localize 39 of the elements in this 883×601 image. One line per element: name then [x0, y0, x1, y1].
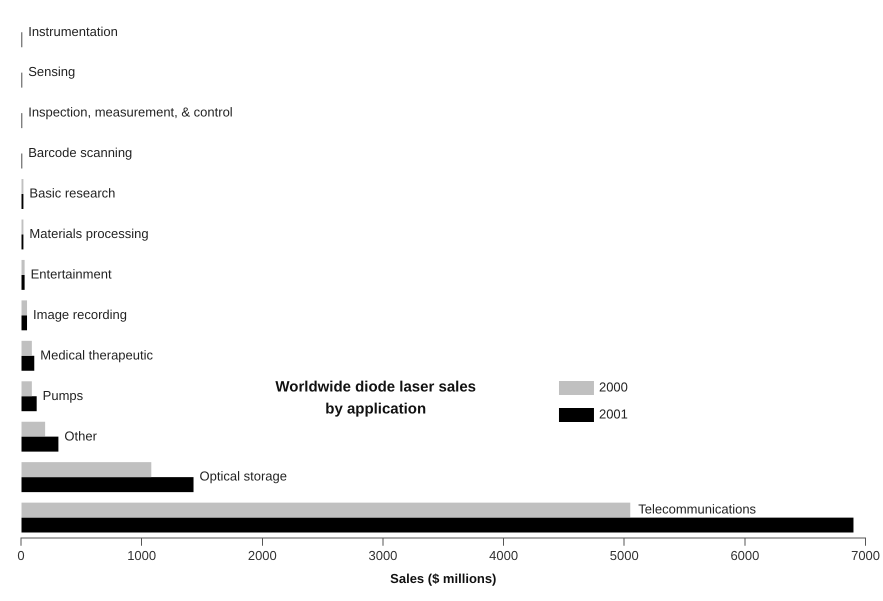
text: Worldwide diode laser sales by application: [275, 378, 476, 418]
x-tick-label: 4000: [489, 548, 518, 564]
y-tick-label: Optical storage: [200, 468, 287, 484]
y-tick-label: Entertainment: [30, 266, 112, 282]
bar: [22, 396, 37, 412]
x-tick-label: 3000: [368, 548, 398, 564]
legend-label: 2001: [598, 406, 628, 422]
bar: [22, 518, 854, 533]
y-tick-label: Other: [64, 428, 98, 444]
y-tick-label: Sensing: [28, 64, 76, 80]
x-tick-label: 0: [17, 548, 25, 564]
y-tick-label: Image recording: [33, 306, 127, 322]
bar: [22, 436, 58, 452]
x-tick-label: 1000: [127, 548, 156, 564]
x-tick-label: 6000: [730, 548, 760, 564]
bar: [22, 422, 46, 437]
x-tick-label: 5000: [610, 548, 639, 564]
bar: [22, 274, 25, 290]
x-axis-title: Sales ($ millions): [390, 570, 496, 586]
bar: [22, 300, 28, 316]
x-tick-label: 7000: [851, 548, 880, 564]
x-tick-label: 2000: [248, 548, 277, 564]
y-tick-label: Telecommunications: [638, 502, 757, 517]
bar: [22, 462, 152, 478]
bar: [22, 502, 630, 518]
y-tick-label: Materials processing: [29, 226, 149, 242]
bar: [22, 381, 32, 396]
bar: [22, 477, 194, 492]
y-tick-label: Instrumentation: [28, 24, 118, 39]
y-tick-label: Inspection, measurement, & control: [28, 104, 233, 120]
y-tick-label: Basic research: [29, 186, 116, 201]
bar: [22, 315, 28, 330]
y-tick-label: Barcode scanning: [28, 145, 132, 160]
y-tick-label: Pumps: [42, 388, 84, 403]
bar: [22, 356, 34, 371]
y-tick-label: Medical therapeutic: [40, 347, 154, 362]
bar: [22, 340, 32, 356]
bar: [22, 260, 25, 275]
legend-label: 2000: [598, 380, 628, 395]
